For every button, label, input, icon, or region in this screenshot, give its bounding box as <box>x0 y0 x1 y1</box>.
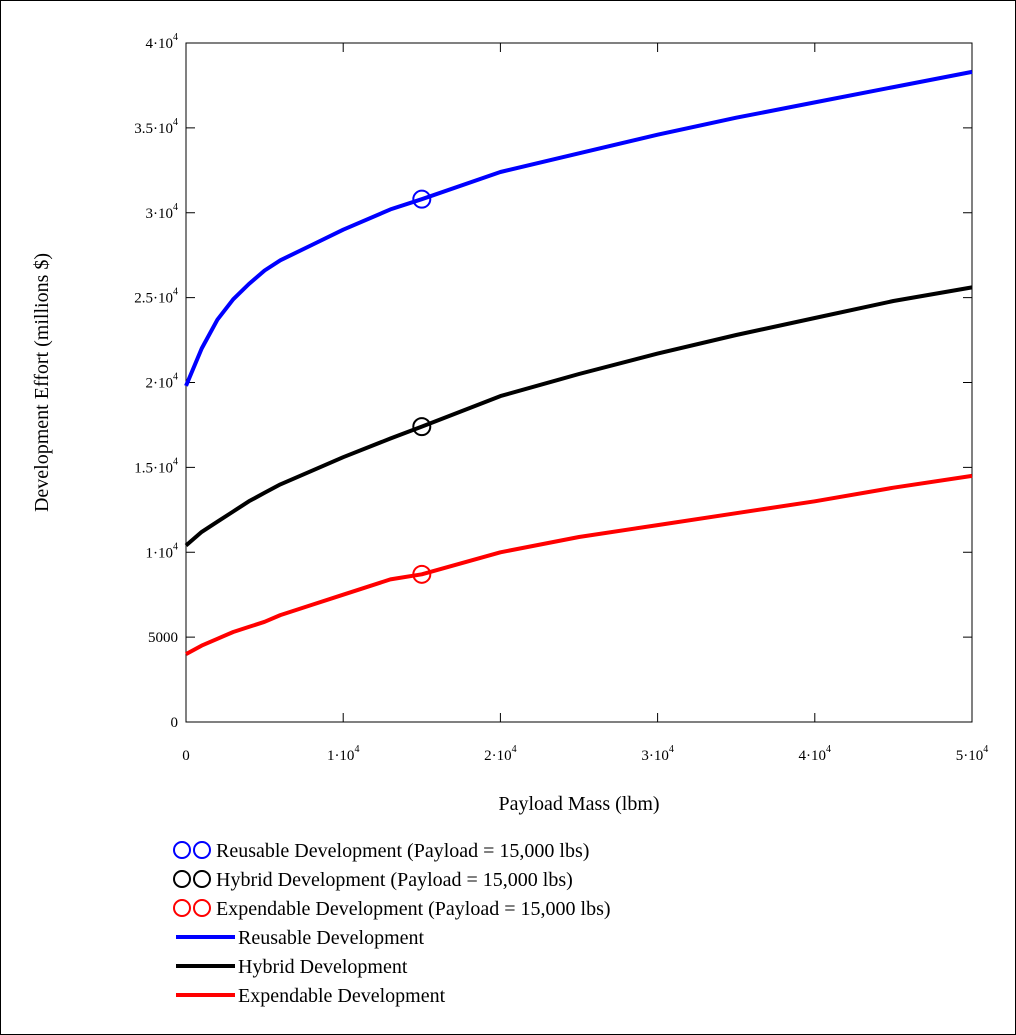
point-markers <box>412 189 432 584</box>
y-tick-label: 5000 <box>148 630 178 646</box>
x-tick-label: 0 <box>182 748 190 764</box>
tick-labels: 0 1·104 2·104 3·104 4·104 5·104 0 5000 1·104 1.5·… <box>134 32 988 764</box>
legend-item: Expendable Development <box>176 985 446 1007</box>
x-tick-label: 3·104 <box>641 744 674 764</box>
legend: Reusable Development (Payload = 15,000 l… <box>173 840 611 1007</box>
legend-label: Hybrid Development (Payload = 15,000 lbs… <box>216 869 573 891</box>
y-tick-label: 0 <box>171 715 179 731</box>
legend-item: Reusable Development (Payload = 15,000 l… <box>173 840 589 862</box>
legend-label: Expendable Development <box>238 985 446 1007</box>
x-tick-label: 4·104 <box>799 744 832 764</box>
legend-circle-icon <box>173 870 191 888</box>
x-axis-title: Payload Mass (lbm) <box>498 793 659 815</box>
payload-marker <box>412 189 432 209</box>
y-tick-label: 1·104 <box>146 541 179 561</box>
y-tick-label: 1.5·104 <box>134 456 178 476</box>
y-tick-label: 3.5·104 <box>134 117 178 137</box>
legend-label: Expendable Development (Payload = 15,000… <box>216 898 611 920</box>
series-lines <box>184 69 973 656</box>
legend-circle-icon <box>193 899 211 917</box>
series-line-reusable-development <box>184 69 973 387</box>
legend-circle-icon <box>193 870 211 888</box>
payload-marker <box>412 417 432 437</box>
legend-label: Reusable Development <box>238 927 424 949</box>
series-line-hybrid-development <box>184 285 973 548</box>
y-tick-label: 2.5·104 <box>134 287 178 307</box>
legend-label: Hybrid Development <box>238 956 408 978</box>
axis-ticks <box>185 42 973 723</box>
legend-item: Hybrid Development (Payload = 15,000 lbs… <box>173 869 573 891</box>
legend-item: Reusable Development <box>176 927 424 949</box>
payload-marker <box>412 564 432 584</box>
legend-circle-icon <box>173 841 191 859</box>
legend-item: Hybrid Development <box>176 956 408 978</box>
plot-area <box>185 42 973 723</box>
legend-label: Reusable Development (Payload = 15,000 l… <box>216 840 589 862</box>
y-tick-label: 3·104 <box>146 202 179 222</box>
x-tick-label: 1·104 <box>327 744 360 764</box>
legend-circle-icon <box>173 899 191 917</box>
y-axis-title: Development Effort (millions $) <box>31 253 53 512</box>
legend-item: Expendable Development (Payload = 15,000… <box>173 898 611 920</box>
x-tick-label: 2·104 <box>484 744 517 764</box>
series-line-expendable-development <box>185 473 973 656</box>
y-tick-label: 2·104 <box>146 372 179 392</box>
x-tick-label: 5·104 <box>956 744 989 764</box>
y-tick-label: 4·104 <box>146 32 179 52</box>
legend-circle-icon <box>193 841 211 859</box>
